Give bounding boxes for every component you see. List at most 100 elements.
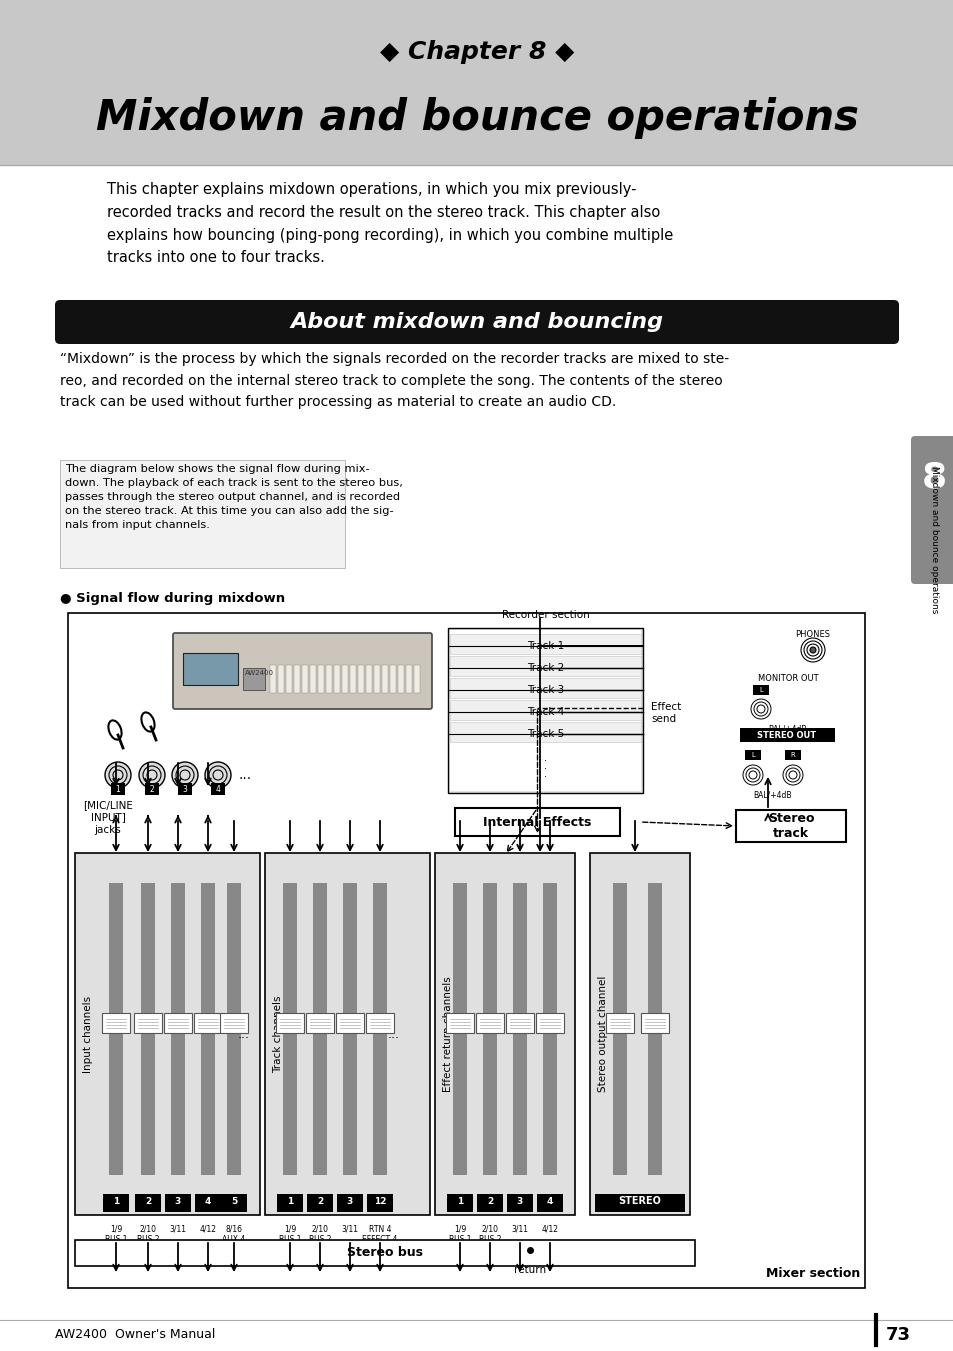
- Text: ● Signal flow during mixdown: ● Signal flow during mixdown: [60, 592, 285, 605]
- Text: ...: ...: [237, 1028, 250, 1040]
- FancyBboxPatch shape: [193, 1013, 222, 1034]
- Bar: [277, 665, 284, 693]
- Bar: [390, 665, 395, 693]
- Text: About mixdown and bouncing: About mixdown and bouncing: [291, 312, 662, 332]
- Text: 73: 73: [885, 1325, 910, 1344]
- Text: Internal Effects: Internal Effects: [483, 816, 591, 828]
- Bar: [183, 653, 237, 685]
- Bar: [373, 884, 387, 1175]
- Text: “Mixdown” is the process by which the signals recorded on the recorder tracks ar: “Mixdown” is the process by which the si…: [60, 353, 728, 409]
- Text: 1: 1: [115, 785, 120, 793]
- Text: This chapter explains mixdown operations, in which you mix previously-
recorded : This chapter explains mixdown operations…: [107, 182, 673, 265]
- Bar: [334, 665, 339, 693]
- Text: 1/9
BUS 1: 1/9 BUS 1: [105, 1225, 127, 1244]
- Bar: [221, 1194, 247, 1212]
- Text: 2: 2: [145, 1197, 151, 1205]
- Text: RTN 4
EFFECT 4: RTN 4 EFFECT 4: [362, 1225, 397, 1244]
- Bar: [201, 884, 214, 1175]
- Text: 2: 2: [150, 785, 154, 793]
- FancyBboxPatch shape: [306, 1013, 334, 1034]
- FancyBboxPatch shape: [275, 1013, 304, 1034]
- Bar: [448, 628, 642, 793]
- Bar: [397, 665, 403, 693]
- Bar: [450, 700, 640, 720]
- Text: Input channels: Input channels: [83, 996, 92, 1073]
- Bar: [784, 750, 801, 761]
- Bar: [75, 852, 260, 1215]
- Bar: [752, 685, 768, 694]
- FancyBboxPatch shape: [640, 1013, 668, 1034]
- Text: Mixdown and bounce operations: Mixdown and bounce operations: [929, 466, 938, 613]
- Bar: [294, 665, 299, 693]
- Bar: [326, 665, 332, 693]
- Bar: [276, 1194, 303, 1212]
- Text: AW2400  Owner's Manual: AW2400 Owner's Manual: [55, 1328, 215, 1342]
- Text: 4: 4: [546, 1197, 553, 1205]
- FancyBboxPatch shape: [536, 1013, 563, 1034]
- Bar: [165, 1194, 191, 1212]
- Bar: [542, 884, 557, 1175]
- Text: 3: 3: [347, 1197, 353, 1205]
- Bar: [374, 665, 379, 693]
- Bar: [227, 884, 241, 1175]
- Bar: [310, 665, 315, 693]
- Text: Track 2: Track 2: [526, 663, 563, 673]
- Circle shape: [205, 762, 231, 788]
- Text: L: L: [759, 688, 762, 693]
- Bar: [367, 1194, 393, 1212]
- Text: Track 3: Track 3: [526, 685, 563, 694]
- FancyBboxPatch shape: [910, 436, 953, 584]
- Text: 1/9
BUS 1: 1/9 BUS 1: [278, 1225, 301, 1244]
- Text: 12: 12: [374, 1197, 386, 1205]
- Text: Effect
return: Effect return: [514, 1252, 545, 1275]
- Text: .
.
.: . . .: [543, 753, 546, 780]
- Text: 3: 3: [517, 1197, 522, 1205]
- Text: BAL/+4dB: BAL/+4dB: [753, 790, 791, 798]
- Text: The diagram below shows the signal flow during mix-
down. The playback of each t: The diagram below shows the signal flow …: [65, 463, 402, 530]
- Text: 3/11: 3/11: [170, 1225, 186, 1233]
- FancyBboxPatch shape: [335, 1013, 364, 1034]
- Bar: [341, 665, 348, 693]
- Text: 4: 4: [205, 1197, 211, 1205]
- FancyBboxPatch shape: [133, 1013, 162, 1034]
- Bar: [350, 665, 355, 693]
- Bar: [75, 1240, 695, 1266]
- Bar: [141, 884, 154, 1175]
- Text: Stereo output channel: Stereo output channel: [598, 975, 607, 1092]
- FancyBboxPatch shape: [55, 300, 898, 345]
- FancyBboxPatch shape: [172, 634, 432, 709]
- Text: L: L: [750, 753, 754, 758]
- Text: 2: 2: [486, 1197, 493, 1205]
- Text: 2/10
BUS 2: 2/10 BUS 2: [478, 1225, 500, 1244]
- Text: 3: 3: [182, 785, 187, 793]
- Bar: [343, 884, 356, 1175]
- Bar: [641, 1194, 667, 1212]
- Text: 8: 8: [921, 461, 946, 494]
- Bar: [265, 852, 430, 1215]
- Text: 1: 1: [456, 1197, 462, 1205]
- Text: ◆ Chapter 8 ◆: ◆ Chapter 8 ◆: [379, 41, 574, 63]
- Text: 4/12: 4/12: [199, 1225, 216, 1233]
- Bar: [109, 884, 123, 1175]
- Text: [MIC/LINE
INPUT]
jacks: [MIC/LINE INPUT] jacks: [83, 800, 132, 835]
- Bar: [735, 811, 845, 842]
- Bar: [381, 665, 388, 693]
- Text: ...: ...: [238, 767, 252, 782]
- FancyBboxPatch shape: [446, 1013, 474, 1034]
- Bar: [60, 459, 345, 567]
- Bar: [283, 884, 296, 1175]
- Text: 3: 3: [174, 1197, 181, 1205]
- Bar: [357, 665, 364, 693]
- Bar: [450, 721, 640, 742]
- Bar: [302, 665, 308, 693]
- FancyBboxPatch shape: [220, 1013, 248, 1034]
- Bar: [450, 678, 640, 698]
- Bar: [313, 884, 327, 1175]
- Bar: [506, 1194, 533, 1212]
- Bar: [595, 1194, 684, 1212]
- FancyBboxPatch shape: [505, 1013, 534, 1034]
- FancyBboxPatch shape: [476, 1013, 503, 1034]
- Bar: [414, 665, 419, 693]
- Bar: [0, 0, 953, 165]
- Text: 3/11: 3/11: [511, 1225, 528, 1233]
